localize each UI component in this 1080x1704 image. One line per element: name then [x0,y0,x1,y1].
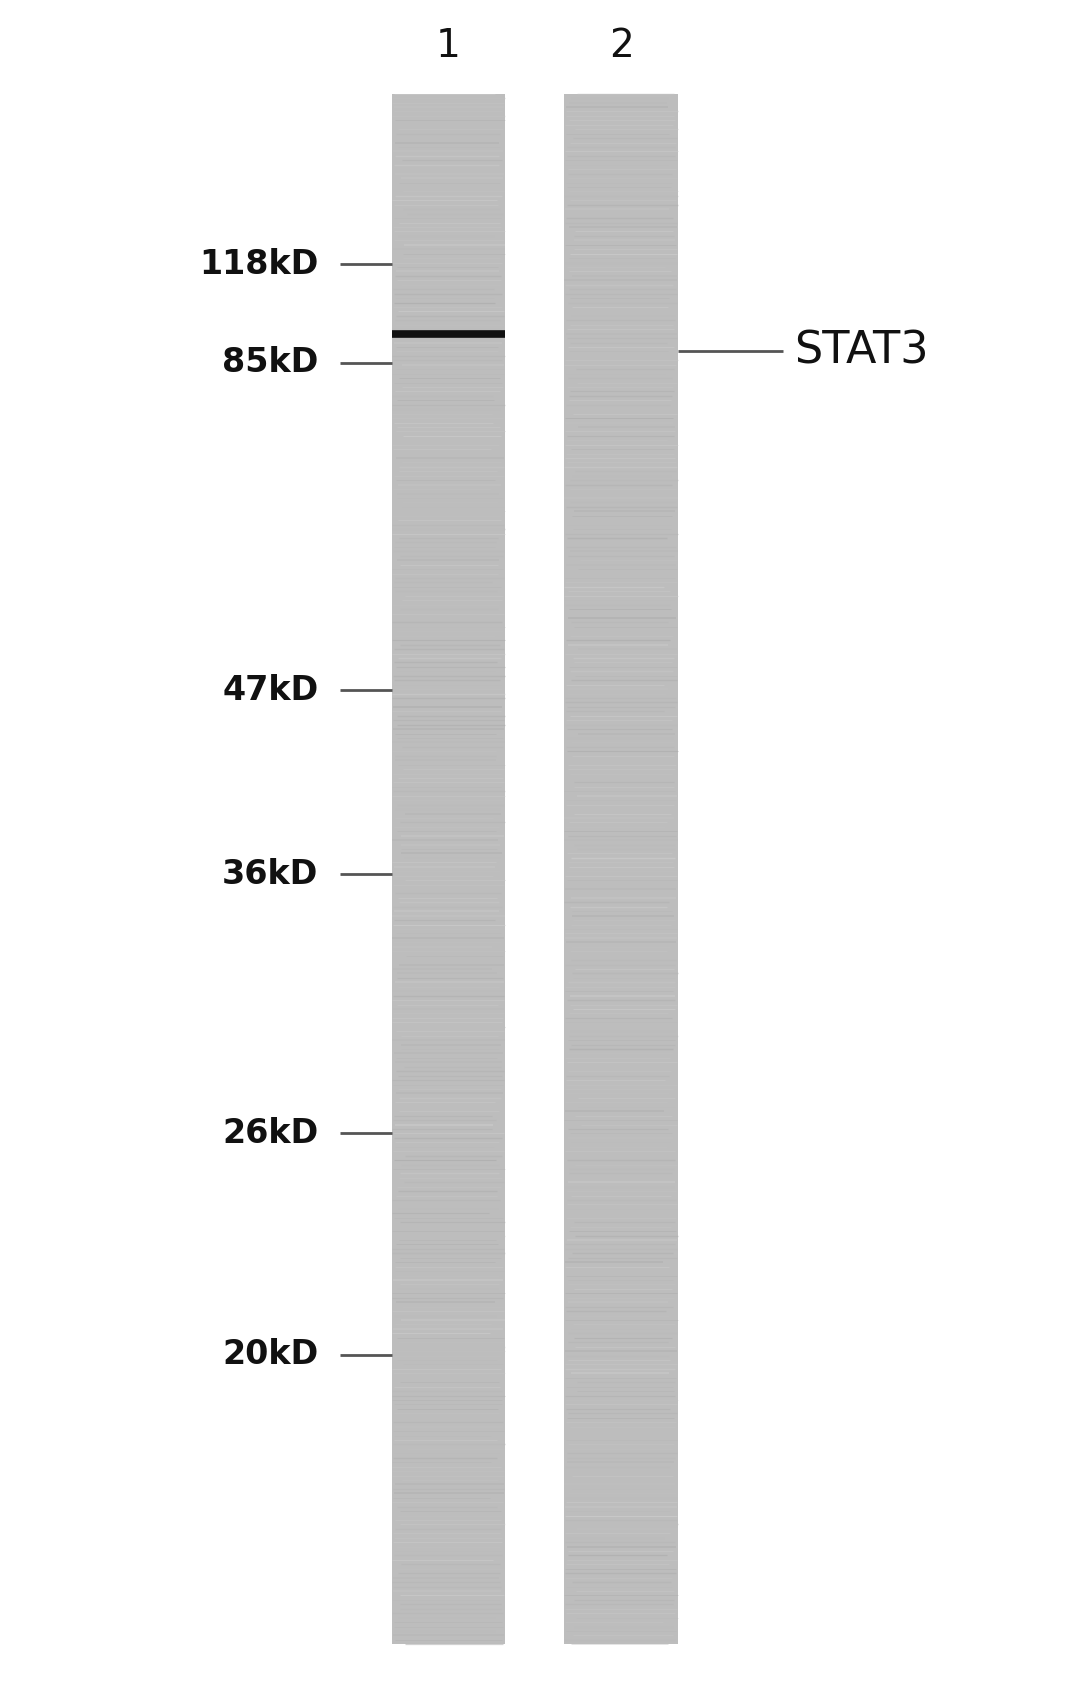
Bar [391,94,504,1644]
Text: STAT3: STAT3 [794,329,929,373]
Text: 47kD: 47kD [222,673,319,707]
Text: 20kD: 20kD [222,1338,319,1372]
Text: 1: 1 [435,27,461,65]
Text: 2: 2 [609,27,633,65]
Text: 26kD: 26kD [222,1116,319,1150]
Text: 36kD: 36kD [222,857,319,891]
Bar [564,94,678,1644]
Text: 118kD: 118kD [199,247,319,281]
Text: 85kD: 85kD [222,346,319,380]
